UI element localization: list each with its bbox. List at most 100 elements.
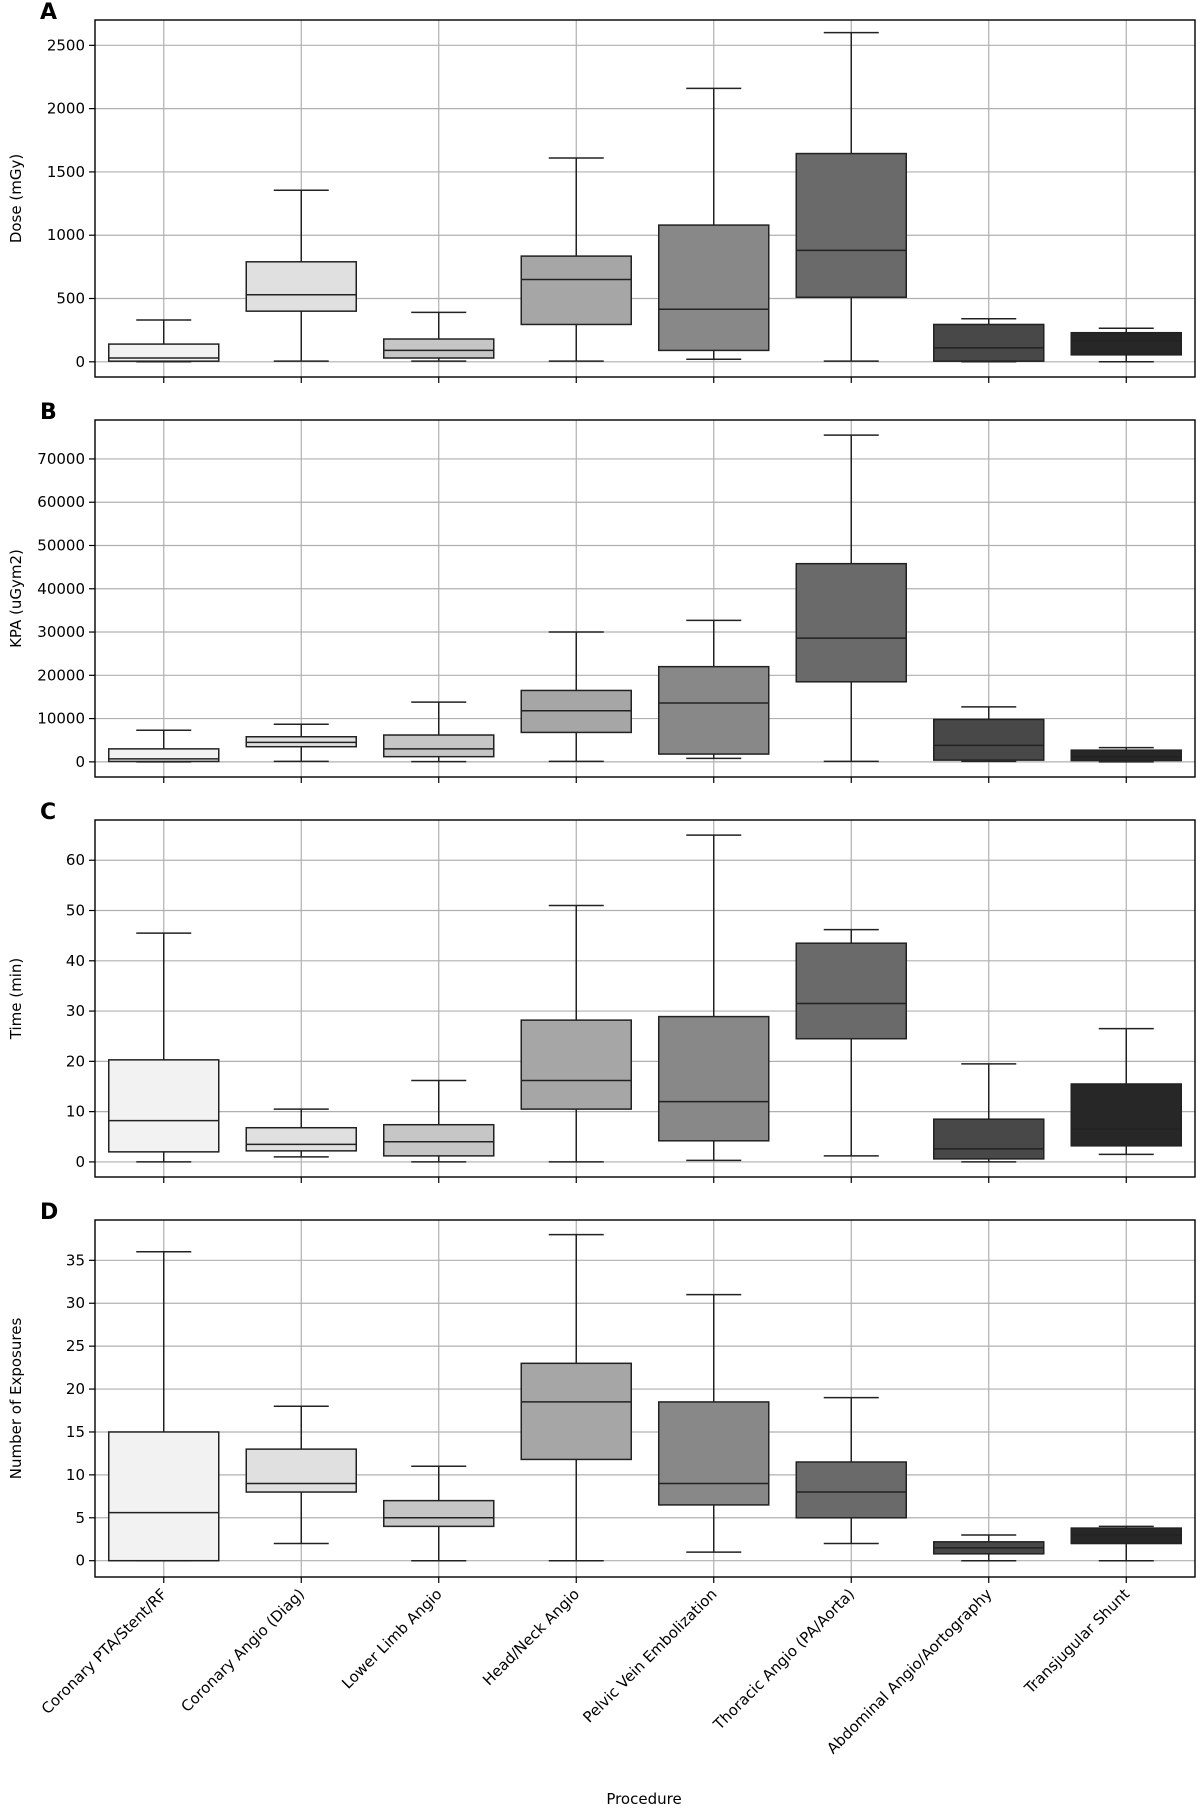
iqr-box <box>1070 1527 1182 1545</box>
box-7 <box>933 706 1045 763</box>
iqr-box <box>520 1019 632 1110</box>
y-axis-label: Time (min) <box>7 958 25 1040</box>
x-tick-label: Pelvic Vein Embolization <box>579 1585 720 1726</box>
iqr-box <box>245 261 357 312</box>
box-1 <box>108 1251 220 1562</box>
y-tick-label: 2000 <box>47 100 85 118</box>
box-8 <box>1070 1525 1182 1562</box>
y-tick-label: 35 <box>66 1251 85 1269</box>
box-3 <box>383 1079 495 1163</box>
box-4 <box>520 157 632 362</box>
iqr-box <box>933 323 1045 362</box>
y-tick-label: 1500 <box>47 163 85 181</box>
y-tick-label: 20 <box>66 1052 85 1070</box>
box-8 <box>1070 1027 1182 1156</box>
iqr-box <box>1070 1083 1182 1147</box>
box-6 <box>795 1396 907 1545</box>
y-tick-label: 0 <box>75 1153 85 1171</box>
iqr-box <box>795 562 907 683</box>
panel-a: 0 500 1000 1500 2000 2500 A Dose (mGy) <box>7 0 1196 383</box>
box-7 <box>933 1534 1045 1562</box>
box-3 <box>383 701 495 763</box>
box-7 <box>933 318 1045 363</box>
y-tick-label: 1000 <box>47 226 85 244</box>
box-1 <box>108 319 220 363</box>
y-tick-label: 30 <box>66 1294 85 1312</box>
iqr-box <box>245 1126 357 1152</box>
box-2 <box>245 1108 357 1158</box>
box-6 <box>795 928 907 1157</box>
box-1 <box>108 729 220 763</box>
box-3 <box>383 311 495 362</box>
box-2 <box>245 1405 357 1545</box>
y-tick-label: 50000 <box>37 536 85 554</box>
iqr-box <box>933 1118 1045 1160</box>
x-tick-label: Lower Limb Angio <box>338 1585 445 1692</box>
panel-label: C <box>40 800 56 825</box>
panel-label: D <box>40 1200 58 1225</box>
y-tick-label: 10000 <box>37 710 85 728</box>
panel-label: B <box>40 400 57 425</box>
y-tick-label: 25 <box>66 1337 85 1355</box>
y-tick-label: 5 <box>75 1509 85 1527</box>
y-tick-label: 20 <box>66 1380 85 1398</box>
iqr-box <box>245 1448 357 1493</box>
axes-frame <box>94 419 1196 778</box>
y-tick-label: 500 <box>56 290 85 308</box>
y-tick-label: 40000 <box>37 580 85 598</box>
y-tick-label: 70000 <box>37 450 85 468</box>
x-axis-label: Procedure <box>606 1790 681 1808</box>
iqr-box <box>795 1461 907 1519</box>
box-2 <box>245 189 357 362</box>
iqr-box <box>108 343 220 362</box>
iqr-box <box>383 734 495 758</box>
y-tick-label: 0 <box>75 353 85 371</box>
box-4 <box>520 631 632 763</box>
panel-c: 0 10 20 30 40 50 60 C Time (min) <box>7 800 1196 1183</box>
iqr-box <box>520 1362 632 1461</box>
y-axis-label: KPA (uGym2) <box>7 549 25 648</box>
y-tick-label: 50 <box>66 902 85 920</box>
axes-frame <box>94 819 1196 1178</box>
iqr-box <box>383 1499 495 1528</box>
panel-label: A <box>40 0 57 25</box>
box-8 <box>1070 327 1182 363</box>
iqr-box <box>658 1401 770 1506</box>
y-tick-label: 10 <box>66 1103 85 1121</box>
box-6 <box>795 434 907 763</box>
iqr-box <box>108 1431 220 1562</box>
y-tick-label: 30 <box>66 1002 85 1020</box>
x-tick-label: Coronary PTA/Stent/RF <box>38 1585 171 1718</box>
iqr-box <box>658 224 770 352</box>
iqr-box <box>658 1015 770 1142</box>
box-1 <box>108 932 220 1163</box>
iqr-box <box>795 942 907 1040</box>
panel-d: 0 5 10 15 20 25 30 35 D Number of Exposures <box>7 1200 1196 1583</box>
x-tick-label: Head/Neck Angio <box>479 1585 583 1689</box>
iqr-box <box>933 718 1045 761</box>
box-3 <box>383 1465 495 1562</box>
iqr-box <box>795 152 907 298</box>
axes-frame <box>94 19 1196 378</box>
iqr-box <box>383 1123 495 1157</box>
x-tick-label: Thoracic Angio (PA/Aorta) <box>709 1585 858 1734</box>
y-tick-label: 0 <box>75 1552 85 1570</box>
box-5 <box>658 834 770 1162</box>
box-4 <box>520 1233 632 1562</box>
iqr-box <box>1070 749 1182 762</box>
x-tick-label: Abdominal Angio/Aortography <box>823 1585 995 1757</box>
box-5 <box>658 1293 770 1553</box>
axes-frame <box>94 1219 1196 1578</box>
x-tick-label: Coronary Angio (Diag) <box>177 1585 308 1716</box>
iqr-box <box>1070 331 1182 356</box>
y-tick-label: 60000 <box>37 493 85 511</box>
y-tick-label: 10 <box>66 1466 85 1484</box>
box-5 <box>658 619 770 760</box>
y-tick-label: 20000 <box>37 666 85 684</box>
box-4 <box>520 904 632 1163</box>
x-tick-label: Transjugular Shunt <box>1020 1585 1133 1698</box>
iqr-box <box>108 1059 220 1153</box>
y-tick-label: 30000 <box>37 623 85 641</box>
